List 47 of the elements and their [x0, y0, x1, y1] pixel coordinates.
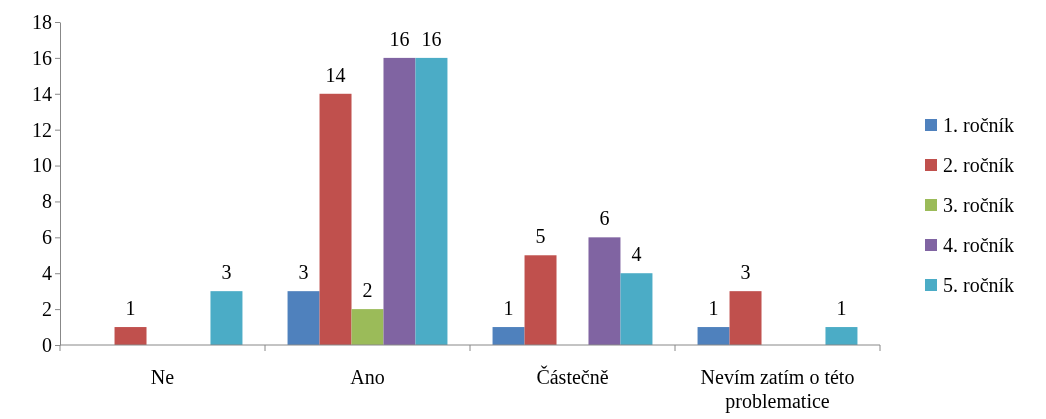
bar — [825, 327, 858, 345]
bar — [210, 291, 243, 345]
data-label: 16 — [421, 27, 442, 50]
bar — [729, 291, 762, 345]
x-tick-label: Ne — [150, 366, 175, 388]
y-tick-label: 8 — [42, 190, 52, 213]
bar — [114, 327, 147, 345]
y-tick-label: 14 — [32, 82, 52, 105]
bar — [697, 327, 730, 345]
bar — [524, 255, 557, 345]
data-label: 3 — [298, 261, 309, 284]
bar — [415, 57, 448, 345]
y-tick-label: 18 — [32, 10, 52, 33]
data-label: 1 — [125, 297, 136, 320]
bar — [319, 93, 352, 345]
bar — [588, 237, 621, 345]
data-label: 2 — [362, 279, 373, 302]
x-tick-label: Částečně — [536, 365, 609, 388]
data-label: 3 — [740, 261, 751, 284]
data-label: 1 — [503, 297, 514, 320]
y-tick-label: 6 — [42, 226, 52, 249]
data-label: 5 — [535, 225, 546, 248]
legend-label: 2. ročník — [943, 154, 1015, 176]
y-tick-label: 12 — [32, 118, 52, 141]
y-tick-label: 0 — [42, 333, 52, 356]
bar — [351, 309, 384, 345]
bar — [383, 57, 416, 345]
data-label: 1 — [836, 297, 847, 320]
data-label: 14 — [325, 63, 346, 86]
x-tick-label: Ano — [350, 366, 385, 388]
bar — [287, 291, 320, 345]
data-label: 3 — [221, 261, 232, 284]
x-tick-label: Nevím zatím o této problematice — [700, 366, 855, 413]
y-tick-label: 4 — [42, 262, 52, 285]
legend-label: 5. ročník — [943, 274, 1015, 296]
data-label: 1 — [708, 297, 719, 320]
y-tick-label: 16 — [32, 46, 52, 69]
y-tick-label: 10 — [32, 154, 52, 177]
bar — [620, 273, 653, 345]
data-label: 16 — [389, 27, 410, 50]
bar — [492, 327, 525, 345]
legend-label: 4. ročník — [943, 234, 1015, 256]
data-label: 6 — [599, 207, 610, 230]
data-label: 4 — [631, 243, 642, 266]
legend-label: 3. ročník — [943, 194, 1015, 216]
legend-label: 1. ročník — [943, 114, 1015, 136]
y-tick-label: 2 — [42, 298, 52, 321]
